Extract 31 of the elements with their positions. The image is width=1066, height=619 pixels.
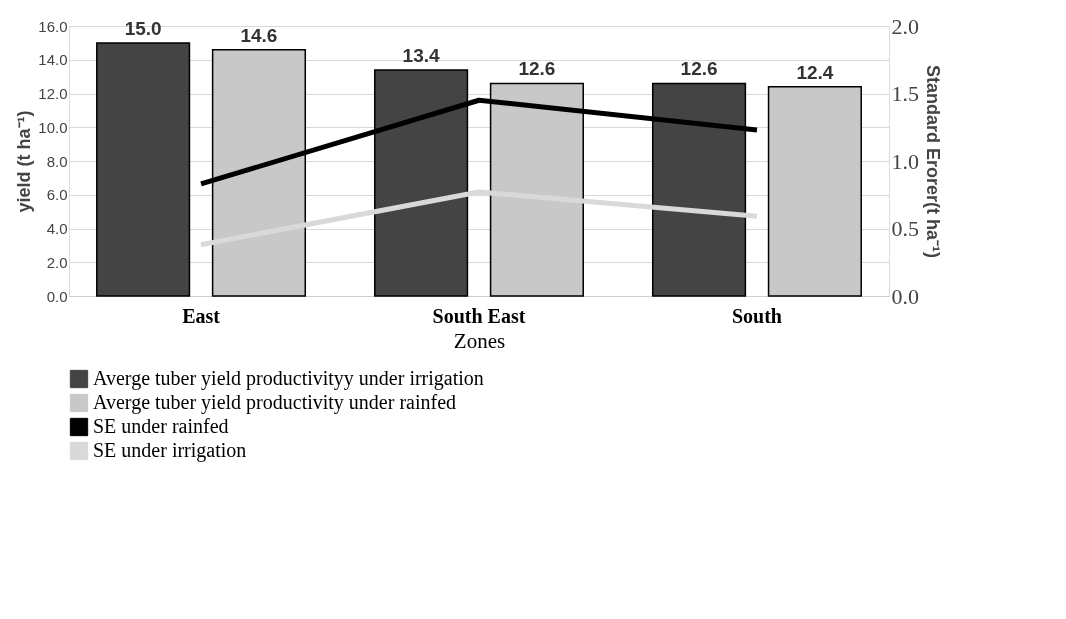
y-tick-label: 16.0: [38, 17, 68, 35]
y2-tick-label: 0.5: [891, 216, 919, 241]
data-label: 14.6: [240, 24, 278, 46]
y-tick-label: 4.0: [46, 220, 68, 237]
data-label: 12.4: [796, 61, 834, 83]
y-tick-label: 10.0: [38, 118, 68, 136]
y-tick-label: 8.0: [46, 152, 68, 170]
y2-tick-label: 1.5: [891, 81, 919, 106]
legend-label: SE under rainfed: [93, 415, 229, 437]
y2-tick-label: 0.0: [891, 283, 919, 309]
y-tick-label: 6.0: [46, 186, 68, 204]
y-tick-label: 0.0: [46, 287, 68, 305]
legend-label: SE under irrigation: [93, 439, 247, 462]
y-tick-label: 14.0: [38, 51, 68, 69]
x-tick-label: South: [731, 304, 782, 327]
x-tick-label: South East: [432, 304, 526, 327]
data-label: 12.6: [518, 58, 556, 80]
y-tick-label: 2.0: [46, 253, 68, 271]
y2-tick-label: 2.0: [891, 13, 919, 39]
bar: [96, 42, 191, 297]
data-label: 13.4: [402, 44, 441, 66]
y2-tick-label: 1.0: [891, 148, 919, 174]
legend-label: Averge tuber yield productivityy under irrigation: [93, 367, 484, 390]
data-label: 15.0: [124, 17, 162, 39]
y-axis-title: yield (t ha⁻¹): [14, 110, 35, 213]
x-axis-title: Zones: [453, 328, 506, 353]
x-tick-label: East: [182, 304, 221, 327]
y2-axis-title: Standard Erorer(t ha⁻¹): [923, 64, 943, 259]
data-label: 12.6: [680, 58, 718, 80]
y-tick-label: 12.0: [38, 85, 68, 102]
legend-label: Averge tuber yield productivity under rainfed: [93, 391, 457, 414]
